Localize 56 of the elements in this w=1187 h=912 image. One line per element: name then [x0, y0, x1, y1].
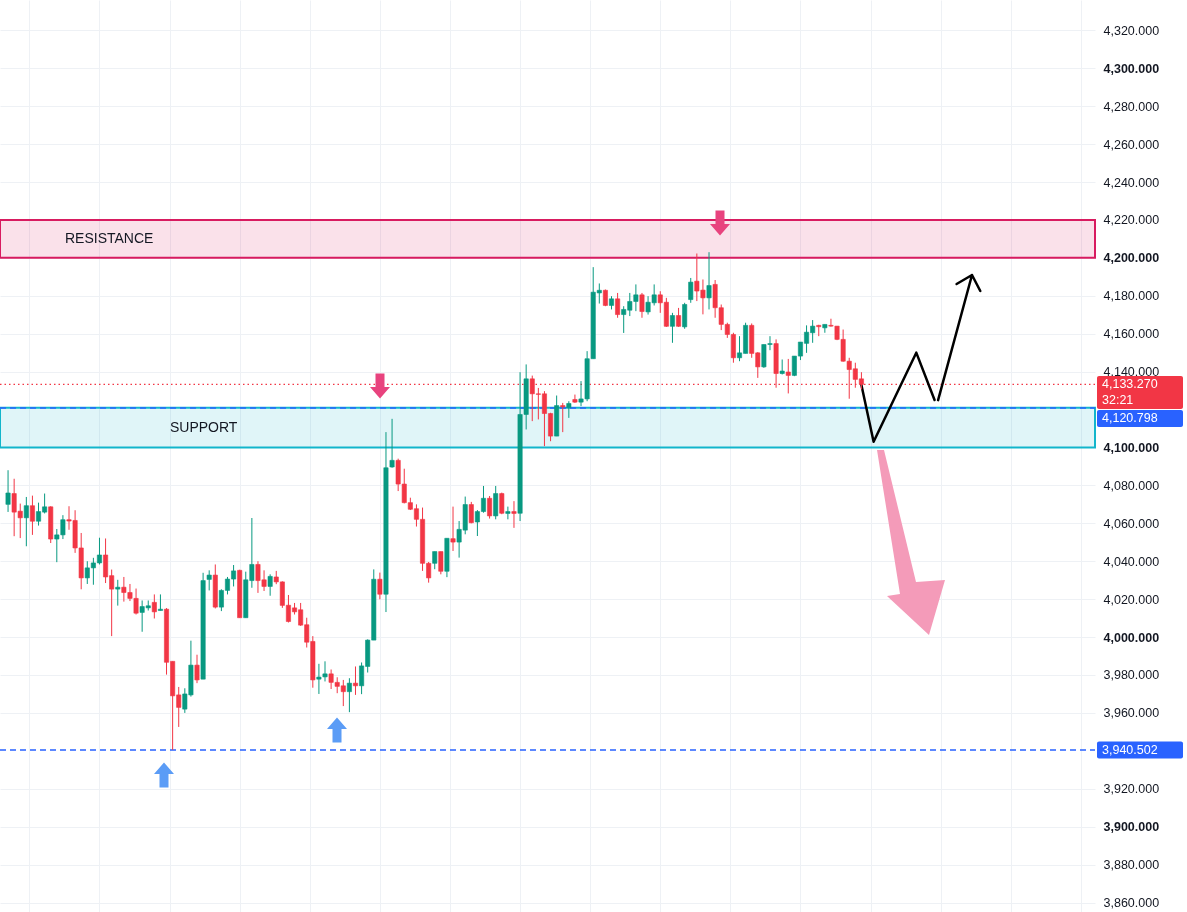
y-tick-label: 4,180.000	[1103, 289, 1160, 304]
candlestick	[706, 251, 712, 310]
y-tick-label: 4,200.000	[1103, 251, 1160, 266]
y-tick-label: 3,900.000	[1103, 820, 1160, 835]
candlestick	[23, 496, 29, 547]
y-tick-label: 4,060.000	[1103, 516, 1160, 531]
candlestick	[487, 495, 493, 520]
candlestick	[206, 569, 212, 591]
y-tick-label: 4,100.000	[1103, 440, 1160, 455]
candlestick	[267, 573, 273, 597]
y-tick-label: 4,160.000	[1103, 327, 1160, 342]
candlestick	[639, 292, 645, 319]
y-tick-label: 4,240.000	[1103, 175, 1160, 190]
y-tick-label: 4,220.000	[1103, 213, 1160, 228]
candlestick	[511, 500, 517, 529]
candlestick	[346, 677, 352, 713]
candlestick	[682, 302, 688, 330]
candlestick	[5, 469, 11, 513]
candlestick	[157, 593, 163, 612]
candlestick	[560, 402, 566, 433]
candlestick	[194, 654, 200, 684]
candlestick	[670, 312, 675, 344]
ref-line-label: 3,940.502	[1102, 742, 1158, 757]
candlestick	[29, 495, 35, 536]
y-tick-label: 4,260.000	[1103, 137, 1160, 152]
candlestick	[377, 572, 383, 600]
y-tick-label: 4,080.000	[1103, 478, 1160, 493]
candlestick	[676, 307, 682, 328]
band-label: RESISTANCE	[65, 229, 154, 246]
ref-line-label: 4,120.798	[1102, 411, 1158, 426]
ref-line-label: 4,133.270	[1102, 377, 1158, 392]
y-tick-label: 4,020.000	[1103, 592, 1160, 607]
y-tick-label: 4,140.000	[1103, 365, 1160, 380]
y-tick-label: 3,860.000	[1103, 896, 1160, 911]
text: 32:21	[1102, 393, 1134, 408]
y-tick-label: 3,960.000	[1103, 706, 1160, 721]
candlestick	[493, 485, 499, 520]
y-tick-label: 4,300.000	[1103, 61, 1160, 76]
candlestick	[615, 292, 621, 319]
candlestick	[572, 394, 578, 404]
band-label: SUPPORT	[170, 418, 238, 435]
candlestick	[438, 551, 444, 575]
candlestick	[115, 579, 121, 607]
y-tick-label: 3,980.000	[1103, 668, 1160, 683]
y-tick-label: 4,320.000	[1103, 23, 1160, 38]
candlestick	[353, 665, 358, 696]
y-tick-label: 4,040.000	[1103, 554, 1160, 569]
candlestick	[785, 358, 791, 394]
candlestick	[450, 506, 456, 552]
y-tick-label: 3,880.000	[1103, 858, 1160, 873]
candlestick	[151, 593, 157, 619]
y-tick-label: 4,280.000	[1103, 99, 1160, 114]
y-tick-label: 4,000.000	[1103, 630, 1160, 645]
y-tick-label: 3,920.000	[1103, 782, 1160, 797]
candlestick	[505, 506, 511, 520]
candlestick	[688, 277, 694, 304]
